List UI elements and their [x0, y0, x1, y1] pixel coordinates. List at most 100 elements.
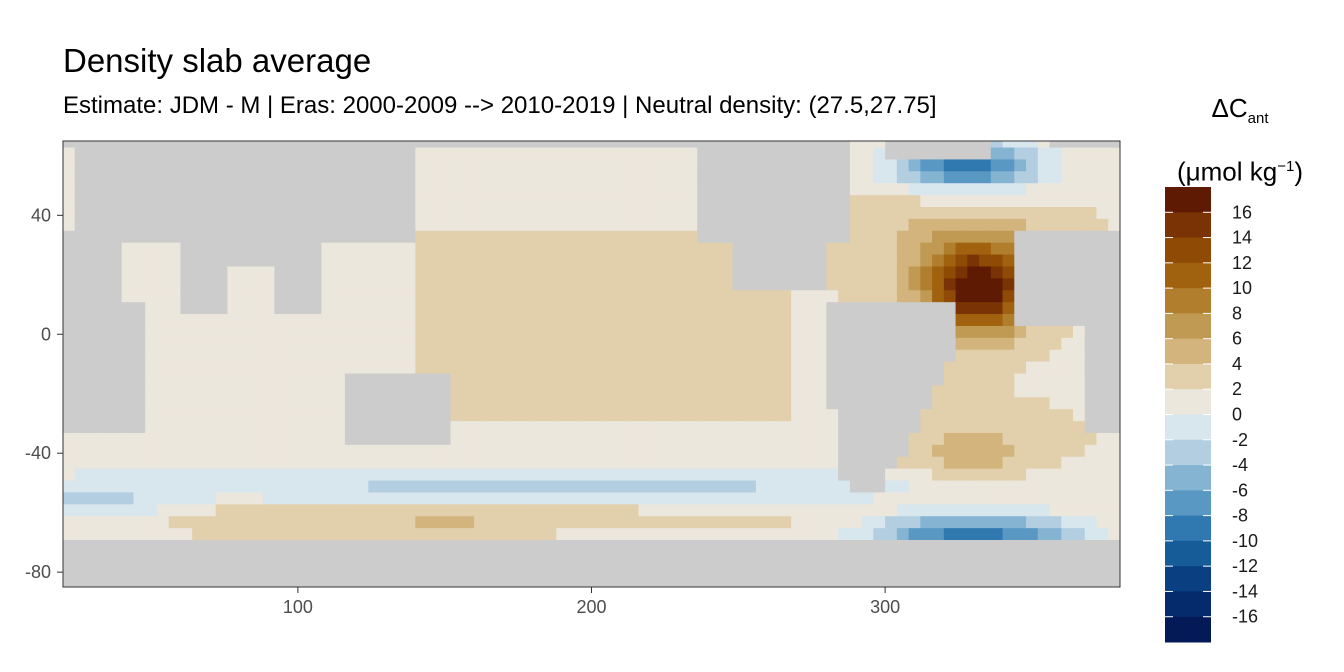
heatmap-cell [1084, 194, 1098, 208]
heatmap-cell [427, 527, 440, 541]
heatmap-cell [885, 349, 898, 362]
colorbar-swatch [1165, 187, 1211, 213]
heatmap-cell [661, 384, 675, 398]
heatmap-cell [63, 218, 76, 231]
heatmap-cell [63, 575, 76, 587]
heatmap-cell [932, 194, 945, 208]
heatmap-cell [368, 349, 381, 362]
heatmap-cell [380, 194, 393, 208]
heatmap-cell [391, 408, 405, 422]
heatmap-cell [227, 396, 240, 410]
heatmap-cell [1037, 361, 1051, 374]
heatmap-cell [474, 242, 487, 255]
heatmap-cell [485, 372, 499, 386]
heatmap-cell [720, 551, 734, 564]
heatmap-cell [1061, 361, 1074, 374]
heatmap-cell [215, 563, 229, 576]
heatmap-cell [1037, 515, 1051, 529]
heatmap-cell [415, 384, 428, 398]
heatmap-cell [274, 575, 287, 587]
heatmap-cell [591, 277, 604, 291]
heatmap-cell [579, 539, 593, 552]
heatmap-cell [74, 551, 88, 564]
heatmap-cell [403, 468, 416, 481]
heatmap-cell [321, 206, 334, 219]
heatmap-cell [321, 575, 334, 587]
heatmap-cell [697, 384, 710, 398]
heatmap-cell [63, 527, 76, 541]
heatmap-cell [579, 420, 593, 433]
heatmap-cell [908, 444, 921, 457]
heatmap-cell [838, 301, 851, 315]
heatmap-cell [1084, 141, 1098, 148]
heatmap-cell [415, 194, 428, 208]
heatmap-cell [380, 206, 393, 219]
heatmap-cell [286, 170, 299, 184]
heatmap-cell [1037, 491, 1051, 505]
heatmap-cell [1096, 444, 1109, 457]
heatmap-cell [1049, 408, 1062, 422]
heatmap-cell [63, 289, 76, 303]
heatmap-cell [1073, 337, 1086, 350]
heatmap-cell [450, 396, 463, 410]
heatmap-cell [802, 218, 816, 231]
heatmap-cell [145, 325, 158, 338]
heatmap-cell [180, 384, 193, 398]
heatmap-cell [532, 313, 546, 326]
x-tick-label: 200 [576, 597, 606, 617]
heatmap-cell [697, 170, 710, 184]
heatmap-cell [438, 349, 452, 362]
heatmap-cell [920, 265, 933, 279]
heatmap-cell [1037, 551, 1051, 564]
heatmap-cell [861, 230, 874, 243]
heatmap-cell [521, 265, 534, 279]
heatmap-cell [1026, 141, 1039, 148]
heatmap-cell [720, 420, 734, 433]
heatmap-cell [873, 563, 886, 576]
heatmap-cell [427, 170, 440, 184]
heatmap-cell [121, 372, 135, 386]
heatmap-cell [990, 491, 1004, 505]
heatmap-cell [344, 325, 358, 338]
heatmap-cell [1061, 575, 1074, 587]
heatmap-cell [485, 158, 499, 172]
heatmap-cell [802, 503, 816, 517]
heatmap-cell [333, 539, 346, 552]
heatmap-cell [368, 456, 381, 469]
heatmap-cell [556, 384, 569, 398]
heatmap-cell [873, 408, 886, 422]
heatmap-cell [779, 408, 792, 422]
heatmap-cell [156, 444, 170, 457]
heatmap-cell [156, 468, 170, 481]
heatmap-cell [368, 277, 381, 291]
heatmap-cell [403, 158, 416, 172]
heatmap-cell [932, 218, 945, 231]
heatmap-cell [661, 170, 675, 184]
heatmap-cell [450, 265, 463, 279]
heatmap-cell [380, 539, 393, 552]
heatmap-cell [274, 432, 287, 445]
heatmap-cell [474, 349, 487, 362]
heatmap-cell [121, 563, 135, 576]
heatmap-cell [932, 313, 945, 326]
heatmap-cell [885, 575, 898, 587]
heatmap-cell [497, 503, 510, 517]
heatmap-cell [180, 575, 193, 587]
heatmap-cell [286, 337, 299, 350]
heatmap-cell [109, 372, 123, 386]
heatmap-cell [274, 325, 287, 338]
heatmap-cell [485, 408, 499, 422]
heatmap-cell [380, 141, 393, 148]
heatmap-cell [1084, 146, 1098, 160]
heatmap-cell [755, 503, 769, 517]
heatmap-cell [556, 277, 569, 291]
heatmap-cell [532, 563, 546, 576]
heatmap-cell [967, 194, 980, 208]
heatmap-cell [156, 313, 170, 326]
heatmap-cell [873, 289, 886, 303]
heatmap-cell [309, 277, 322, 291]
heatmap-cell [943, 253, 957, 267]
heatmap-cell [427, 539, 440, 552]
heatmap-cell [544, 206, 557, 219]
heatmap-cell [685, 289, 698, 303]
